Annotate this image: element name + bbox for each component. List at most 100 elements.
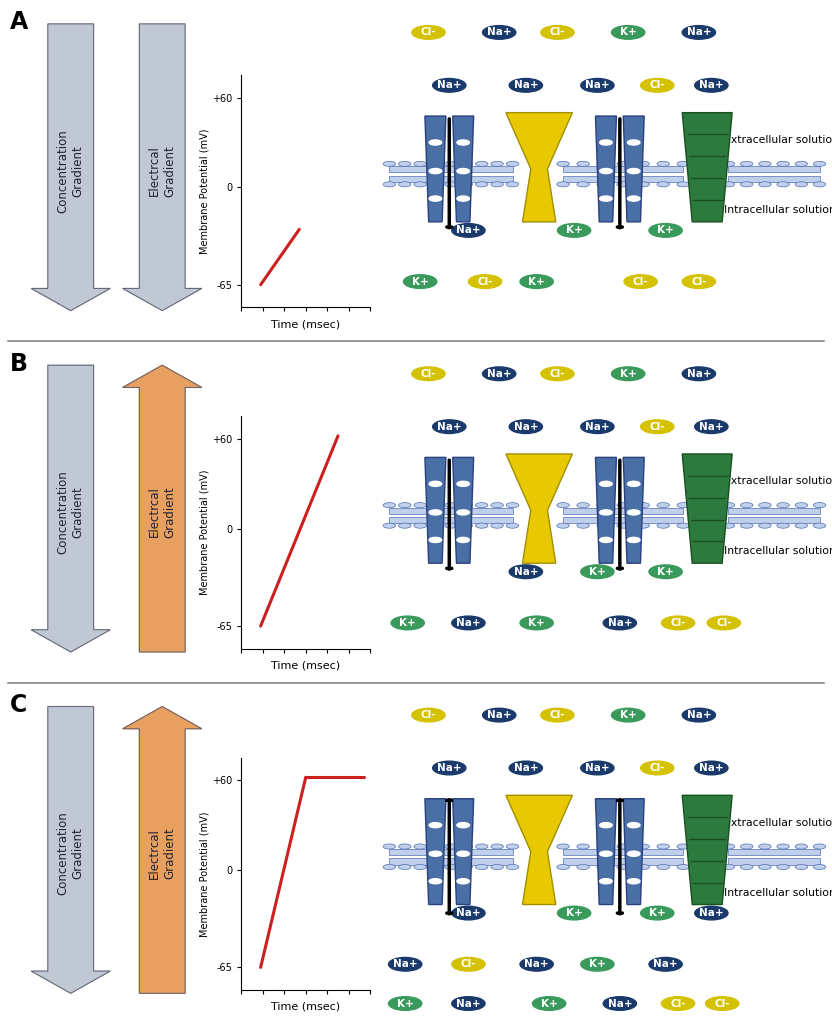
- FancyArrow shape: [32, 707, 110, 993]
- Circle shape: [444, 864, 458, 869]
- Polygon shape: [506, 113, 572, 222]
- Text: Cl-: Cl-: [550, 369, 565, 379]
- Circle shape: [657, 864, 670, 869]
- Bar: [563, 508, 683, 514]
- Circle shape: [429, 182, 442, 186]
- Circle shape: [475, 162, 488, 166]
- Bar: [563, 166, 683, 172]
- Circle shape: [814, 844, 825, 849]
- Circle shape: [557, 523, 569, 528]
- Circle shape: [520, 616, 553, 630]
- Polygon shape: [596, 458, 617, 563]
- Text: K+: K+: [649, 908, 666, 919]
- Bar: [729, 166, 820, 172]
- Circle shape: [491, 844, 503, 849]
- Circle shape: [399, 864, 411, 869]
- Circle shape: [457, 196, 469, 201]
- Circle shape: [637, 523, 650, 528]
- Polygon shape: [453, 799, 473, 904]
- Text: A: A: [10, 10, 28, 34]
- Circle shape: [383, 182, 396, 186]
- Circle shape: [391, 616, 424, 630]
- Circle shape: [429, 879, 442, 884]
- Text: Cl-: Cl-: [421, 710, 436, 720]
- Circle shape: [444, 182, 458, 186]
- Circle shape: [740, 503, 753, 508]
- Text: Na+: Na+: [699, 422, 724, 432]
- Circle shape: [414, 182, 427, 186]
- Circle shape: [600, 822, 612, 827]
- Y-axis label: Membrane Potential (mV): Membrane Potential (mV): [199, 470, 209, 595]
- Circle shape: [627, 196, 640, 201]
- Text: Na+: Na+: [686, 369, 711, 379]
- Circle shape: [577, 523, 589, 528]
- Circle shape: [577, 864, 589, 869]
- Circle shape: [452, 996, 485, 1011]
- Circle shape: [520, 274, 553, 289]
- Circle shape: [600, 196, 612, 201]
- Circle shape: [740, 844, 753, 849]
- Text: Electrcal
Gradient: Electrcal Gradient: [148, 486, 176, 538]
- Circle shape: [795, 864, 808, 869]
- Circle shape: [557, 864, 569, 869]
- X-axis label: Time (msec): Time (msec): [271, 660, 340, 671]
- Text: Extracellular solution: Extracellular solution: [724, 817, 832, 827]
- Bar: [563, 517, 683, 523]
- Polygon shape: [425, 458, 446, 563]
- Text: Na+: Na+: [607, 617, 632, 628]
- Circle shape: [383, 844, 396, 849]
- Circle shape: [722, 503, 735, 508]
- Circle shape: [695, 420, 728, 433]
- Bar: [563, 849, 683, 855]
- Polygon shape: [425, 799, 446, 904]
- Circle shape: [412, 367, 445, 381]
- Text: Na+: Na+: [513, 763, 538, 773]
- Text: K+: K+: [589, 959, 606, 970]
- Bar: [563, 176, 683, 182]
- Text: Na+: Na+: [437, 763, 462, 773]
- Circle shape: [682, 367, 716, 381]
- Circle shape: [740, 523, 753, 528]
- Circle shape: [433, 761, 466, 775]
- Circle shape: [491, 523, 503, 528]
- Circle shape: [814, 162, 825, 166]
- Polygon shape: [682, 454, 732, 563]
- Circle shape: [433, 79, 466, 92]
- Polygon shape: [425, 116, 446, 222]
- Circle shape: [557, 844, 569, 849]
- Circle shape: [617, 864, 630, 869]
- Circle shape: [412, 709, 445, 722]
- Text: Cl-: Cl-: [650, 763, 665, 773]
- Circle shape: [483, 367, 516, 381]
- Circle shape: [657, 162, 670, 166]
- Circle shape: [557, 906, 591, 920]
- Circle shape: [509, 565, 542, 579]
- Text: Na+: Na+: [437, 422, 462, 432]
- Circle shape: [429, 844, 442, 849]
- Circle shape: [759, 844, 771, 849]
- Text: Concentration
Gradient: Concentration Gradient: [57, 811, 85, 895]
- Circle shape: [577, 844, 589, 849]
- Circle shape: [457, 879, 469, 884]
- Circle shape: [677, 503, 690, 508]
- Circle shape: [475, 503, 488, 508]
- Circle shape: [532, 996, 566, 1011]
- Bar: [729, 517, 820, 523]
- Circle shape: [677, 844, 690, 849]
- Text: Cl-: Cl-: [715, 998, 730, 1009]
- Circle shape: [433, 420, 466, 433]
- Text: K+: K+: [528, 276, 545, 287]
- Bar: [389, 858, 513, 864]
- Circle shape: [506, 503, 519, 508]
- Circle shape: [506, 523, 519, 528]
- Circle shape: [814, 182, 825, 186]
- Text: Extracellular solution: Extracellular solution: [724, 135, 832, 145]
- Circle shape: [814, 864, 825, 869]
- Circle shape: [577, 182, 589, 186]
- Polygon shape: [682, 796, 732, 904]
- Text: Na+: Na+: [699, 763, 724, 773]
- Text: K+: K+: [657, 566, 674, 577]
- Circle shape: [414, 162, 427, 166]
- Text: K+: K+: [399, 617, 416, 628]
- Circle shape: [581, 565, 614, 579]
